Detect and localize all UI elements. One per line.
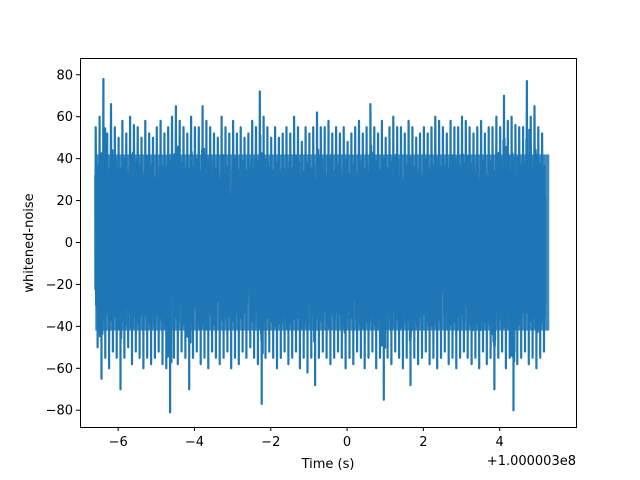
y-tick-label: 20 (56, 194, 73, 209)
x-tick-label: −2 (261, 435, 280, 450)
y-tick-label: −40 (46, 320, 73, 335)
y-tick-label: −60 (46, 362, 73, 377)
plot-frame (80, 58, 577, 428)
y-axis: 80 60 40 20 0 −20 −40 −60 −80 (46, 68, 80, 419)
y-tick-label: −20 (46, 278, 73, 293)
y-tick-label: −80 (46, 404, 73, 419)
x-axis-offset-text: +1.000003e8 (487, 454, 576, 469)
x-axis: −6 −4 −2 0 2 4 (109, 427, 504, 450)
x-tick-label: 0 (343, 435, 351, 450)
x-tick-label: −4 (185, 435, 204, 450)
x-axis-label: Time (s) (301, 457, 355, 472)
y-axis-label: whitened-noise (22, 193, 37, 292)
y-tick-label: 40 (56, 152, 73, 167)
x-tick-label: 2 (419, 435, 427, 450)
x-tick-label: 4 (496, 435, 504, 450)
x-tick-label: −6 (109, 435, 128, 450)
noise-core-band (95, 154, 550, 331)
y-tick-label: 0 (65, 236, 73, 251)
whitened-noise-series (94, 77, 550, 414)
y-tick-label: 60 (56, 110, 73, 125)
y-tick-label: 80 (56, 68, 73, 83)
